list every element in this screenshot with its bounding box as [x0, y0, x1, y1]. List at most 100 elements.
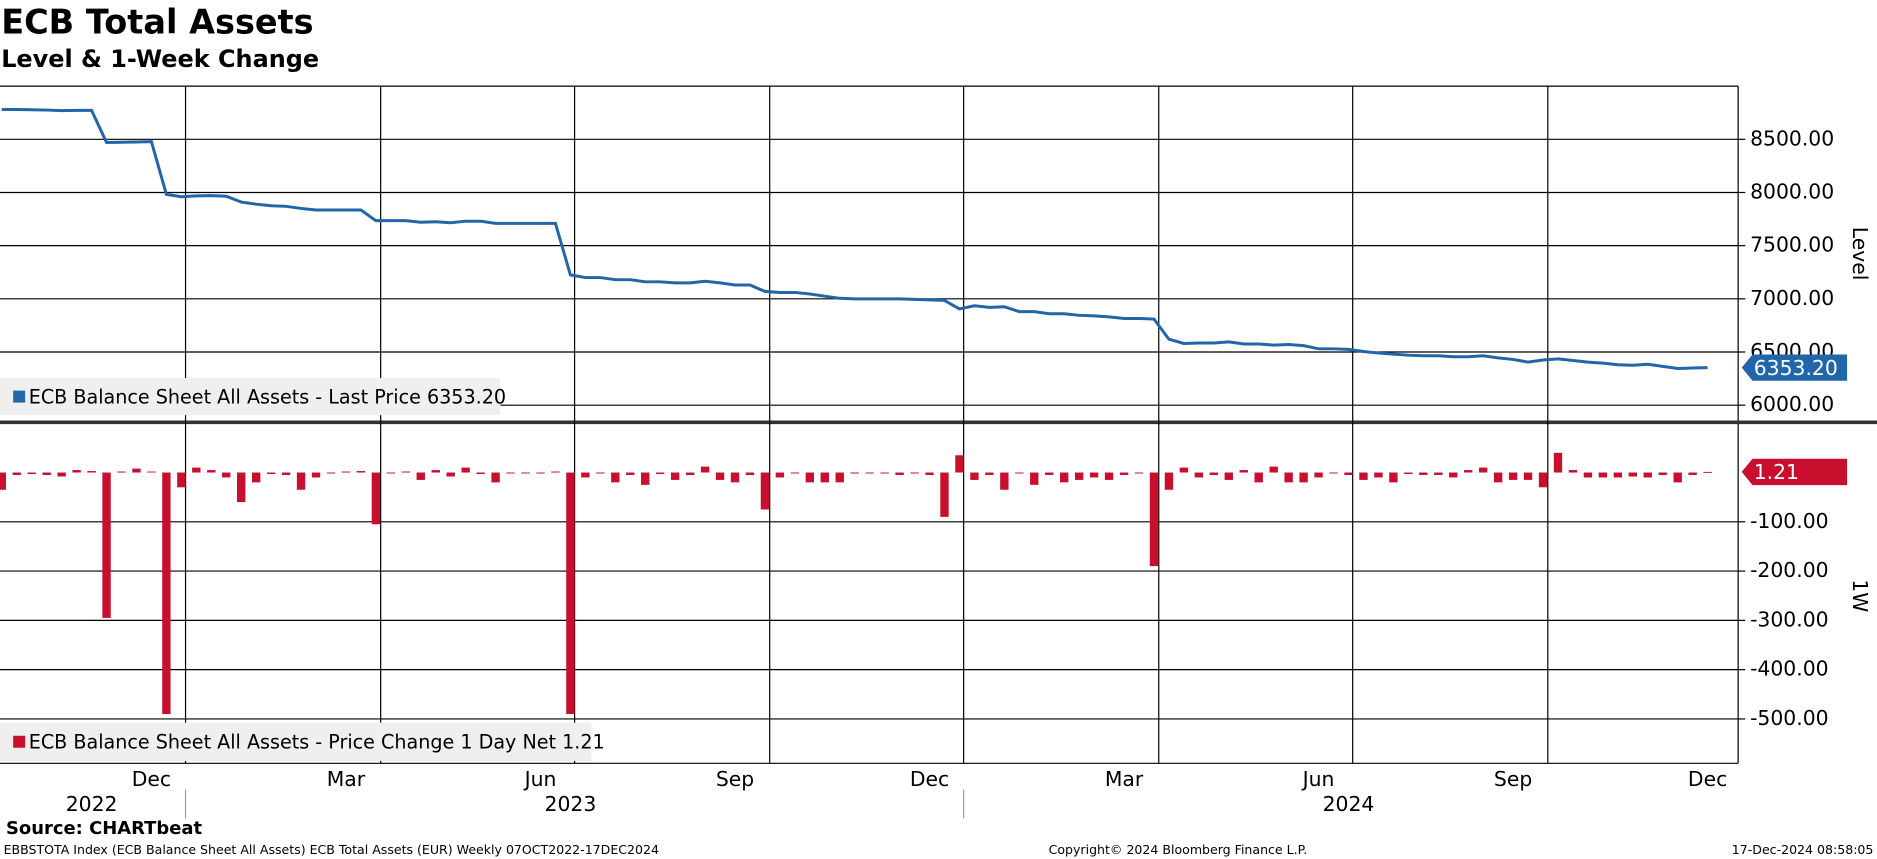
bar	[1269, 466, 1278, 473]
bar	[865, 472, 874, 474]
bar	[476, 472, 485, 474]
x-year-label: 2024	[1323, 792, 1375, 816]
bar	[835, 472, 844, 483]
y-tick-label: -200.00	[1750, 558, 1828, 582]
bar	[1239, 470, 1248, 473]
bar	[1179, 467, 1189, 473]
bar	[27, 472, 36, 474]
bar	[970, 472, 979, 480]
last-value-tag	[1741, 458, 1848, 486]
y-axis-title: 1W	[1848, 579, 1872, 612]
bar	[641, 472, 650, 485]
bar	[1284, 472, 1293, 483]
bar	[1134, 472, 1144, 474]
x-tick-label: Mar	[327, 767, 366, 791]
bar	[775, 472, 785, 478]
bar	[431, 470, 440, 473]
bar	[1045, 472, 1054, 475]
bar	[251, 472, 261, 483]
x-tick-label: Jun	[1301, 767, 1335, 791]
bar	[1164, 472, 1174, 490]
bar	[341, 471, 351, 473]
bar	[1493, 472, 1503, 483]
bar	[596, 472, 605, 474]
bar	[222, 472, 231, 478]
bar	[1000, 472, 1009, 490]
bar	[1329, 472, 1338, 474]
bar	[805, 472, 815, 483]
bar	[685, 472, 695, 475]
bar	[1404, 472, 1413, 474]
bar	[670, 472, 680, 480]
bar	[1658, 472, 1667, 475]
bar	[1538, 472, 1548, 488]
x-tick-label: Dec	[910, 767, 949, 791]
bar	[1553, 452, 1563, 473]
bar	[446, 472, 455, 477]
bar	[611, 472, 620, 483]
y-axis-title: Level	[1848, 227, 1872, 281]
bar	[87, 471, 96, 473]
bar	[715, 472, 725, 480]
chart-subtitle: Level & 1-Week Change	[1, 45, 319, 73]
bar	[266, 472, 276, 474]
x-tick-label: Jun	[523, 767, 557, 791]
bar	[1314, 472, 1323, 478]
bar	[1149, 472, 1159, 567]
footer-center: Copyright© 2024 Bloomberg Finance L.P.	[1049, 842, 1308, 857]
bar	[1254, 472, 1263, 483]
bar	[1464, 470, 1473, 473]
bar	[745, 472, 755, 475]
bar	[42, 472, 51, 475]
bar	[12, 472, 21, 475]
bar	[356, 471, 366, 473]
bar	[1089, 472, 1099, 478]
bar	[850, 472, 859, 474]
bar	[1015, 472, 1024, 474]
bar	[880, 472, 889, 474]
bar	[506, 472, 515, 474]
bar	[1030, 472, 1039, 485]
bar	[1060, 472, 1069, 483]
bar	[551, 471, 560, 473]
bar	[1224, 472, 1233, 480]
bar	[1673, 472, 1682, 483]
line	[1, 108, 1708, 370]
bar	[117, 471, 126, 473]
bar	[296, 472, 306, 490]
y-tick-label: 7000.00	[1750, 286, 1834, 310]
month-grid	[184, 86, 1549, 764]
legend: ECB Balance Sheet All Assets - Last Pric…	[0, 378, 506, 416]
bar	[895, 472, 904, 475]
bar	[1119, 472, 1129, 475]
bar	[102, 472, 111, 618]
bar	[147, 471, 156, 473]
bar	[626, 472, 635, 475]
bar	[386, 472, 396, 474]
y-tick-label: 8500.00	[1750, 126, 1834, 150]
legend-box	[0, 378, 501, 416]
bar	[461, 467, 470, 473]
legend-box	[0, 722, 592, 761]
source: Source: CHARTbeat	[6, 818, 203, 839]
x-tick-label: Dec	[1688, 767, 1727, 791]
bar	[1074, 472, 1084, 480]
bar	[1628, 472, 1637, 477]
legend-swatch	[13, 735, 26, 748]
bar	[1703, 471, 1712, 473]
bar	[1598, 472, 1608, 478]
y-tick-label: -400.00	[1750, 657, 1828, 681]
bar	[1523, 472, 1533, 480]
last-value-tag	[1741, 354, 1848, 381]
bar	[1688, 472, 1697, 475]
bar	[925, 472, 934, 475]
bar	[1643, 472, 1652, 478]
bar	[1434, 472, 1443, 475]
legend-label: ECB Balance Sheet All Assets - Last Pric…	[29, 385, 506, 408]
bar	[416, 472, 425, 480]
bar	[655, 472, 665, 474]
bar	[566, 472, 575, 715]
legend: ECB Balance Sheet All Assets - Price Cha…	[0, 722, 605, 761]
